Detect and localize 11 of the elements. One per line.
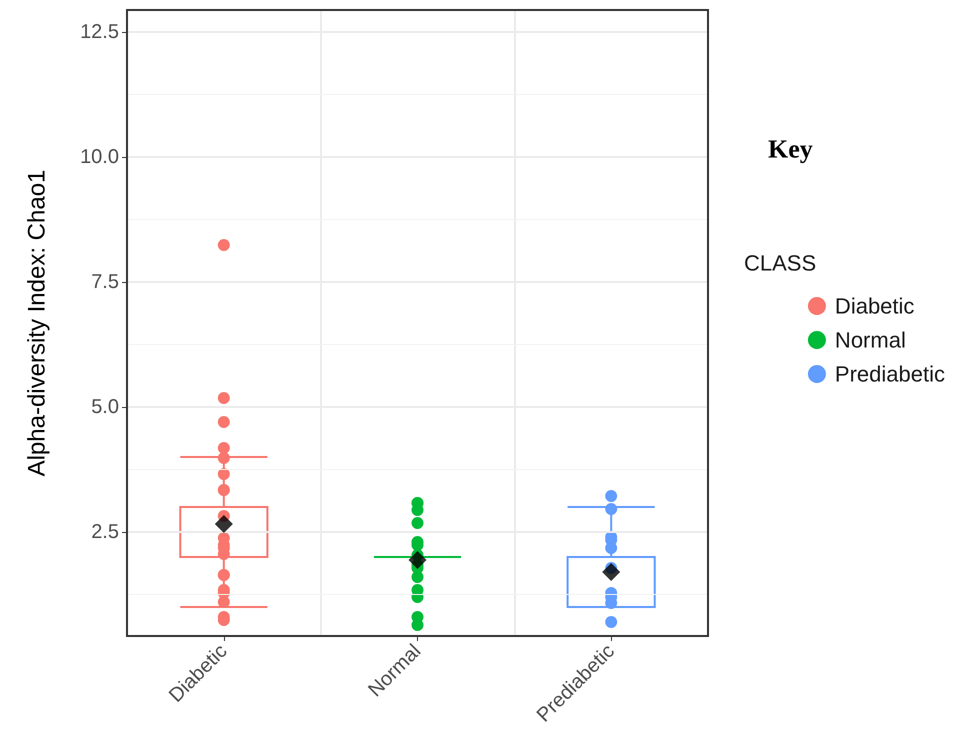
y-tick-label: 7.5 bbox=[91, 271, 119, 293]
y-tick-label: 2.5 bbox=[91, 521, 119, 543]
legend-label: Diabetic bbox=[834, 294, 914, 318]
legend-label: Prediabetic bbox=[834, 362, 946, 386]
text: Key bbox=[768, 134, 813, 164]
y-tick-label: 10.0 bbox=[80, 146, 119, 168]
y-tick-label: 12.5 bbox=[80, 21, 119, 43]
legend-title: CLASS bbox=[744, 250, 816, 276]
legend-label: Normal bbox=[834, 328, 906, 352]
y-axis-title: Alpha-diversity Index: Chao1 bbox=[24, 170, 50, 476]
y-tick-label: 5.0 bbox=[91, 396, 119, 418]
